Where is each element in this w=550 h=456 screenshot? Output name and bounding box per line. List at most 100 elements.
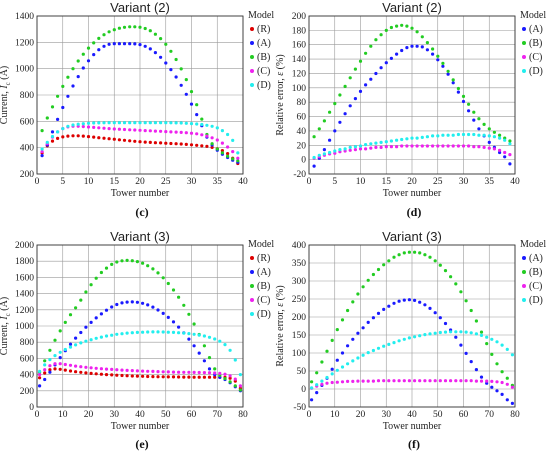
data-point [464, 379, 468, 383]
data-point [492, 147, 496, 151]
data-point [84, 290, 88, 294]
data-point [456, 144, 460, 148]
data-point [86, 121, 91, 125]
y-tick-label: 350 [292, 259, 307, 269]
data-point [125, 300, 129, 304]
data-point [120, 368, 124, 372]
data-point [40, 154, 44, 158]
data-point [433, 259, 437, 263]
y-tick-label: 200 [292, 12, 307, 22]
data-point [159, 37, 163, 41]
data-point [226, 132, 230, 137]
x-tick-label: 0 [307, 177, 312, 187]
legend-entry: (B) [257, 52, 270, 63]
data-point [141, 330, 145, 334]
data-point [202, 344, 206, 348]
data-point [81, 52, 85, 56]
y-tick-label: -20 [293, 170, 306, 180]
data-point [438, 379, 442, 383]
plot-frame [308, 244, 516, 408]
data-point [485, 342, 489, 346]
data-point [92, 41, 96, 45]
data-point [500, 392, 504, 396]
data-point [346, 362, 350, 366]
data-point [79, 298, 83, 302]
data-point [202, 371, 206, 375]
data-point [164, 141, 168, 145]
data-point [312, 155, 316, 160]
data-point [153, 121, 157, 125]
data-point [392, 255, 396, 259]
data-point [120, 373, 124, 378]
data-point [76, 75, 80, 79]
legend-title: Model [520, 239, 546, 250]
data-point [330, 372, 334, 376]
y-tick-label: 200 [20, 170, 35, 180]
data-point [179, 83, 183, 87]
data-point [498, 148, 502, 152]
data-point [133, 139, 137, 143]
data-point [177, 370, 181, 374]
data-point [53, 338, 57, 342]
data-point [68, 313, 73, 317]
data-point [467, 144, 471, 148]
data-point [84, 325, 88, 329]
series-b [310, 250, 514, 387]
series-b [312, 23, 512, 143]
data-point [179, 130, 183, 134]
x-tick-label: 30 [459, 177, 469, 187]
data-point [207, 335, 212, 339]
x-axis-label: Tower number [111, 188, 170, 199]
data-point [153, 51, 157, 55]
data-point [50, 130, 55, 134]
data-point [413, 250, 417, 254]
data-point [61, 84, 65, 88]
legend-marker [250, 27, 254, 31]
x-tick-label: 40 [407, 410, 417, 420]
data-point [330, 367, 334, 371]
data-point [395, 24, 399, 28]
legend-marker [522, 270, 526, 274]
data-point [130, 374, 134, 378]
data-point [94, 276, 98, 280]
data-point [169, 141, 173, 146]
data-point [467, 132, 471, 137]
data-point [428, 306, 432, 310]
data-point [86, 125, 91, 129]
data-point [387, 379, 391, 383]
data-point [107, 42, 111, 46]
data-point [138, 43, 142, 47]
data-point [400, 48, 404, 53]
data-point [451, 78, 455, 82]
data-point [115, 302, 119, 307]
data-point [169, 49, 173, 53]
data-point [153, 141, 157, 145]
data-point [143, 140, 147, 144]
legend: Model (R) (A) (B) (C) (D) [248, 10, 274, 91]
data-point [315, 371, 319, 375]
data-point [446, 72, 450, 76]
y-tick-label: 200 [20, 387, 35, 397]
y-tick-label: -50 [293, 403, 306, 413]
data-point [423, 333, 427, 337]
data-point [487, 127, 491, 131]
x-tick-label: 30 [382, 410, 392, 420]
data-point [125, 374, 129, 378]
data-point [99, 270, 103, 275]
y-tick-label: 400 [20, 371, 35, 381]
data-point [364, 147, 368, 151]
data-point [135, 260, 139, 264]
y-tick-label: 1200 [15, 38, 34, 48]
data-point [99, 312, 103, 316]
data-point [189, 102, 194, 106]
y-axis-label-main: Current, [0, 89, 10, 125]
legend-entry: (D) [529, 66, 543, 77]
data-point [351, 359, 355, 363]
data-point [389, 139, 393, 143]
y-axis-label-symbol: ε [275, 303, 286, 307]
series-b [38, 258, 242, 392]
data-point [420, 135, 424, 139]
y-tick-label: 0 [301, 156, 306, 166]
series-a [38, 300, 242, 393]
data-point [210, 124, 214, 128]
